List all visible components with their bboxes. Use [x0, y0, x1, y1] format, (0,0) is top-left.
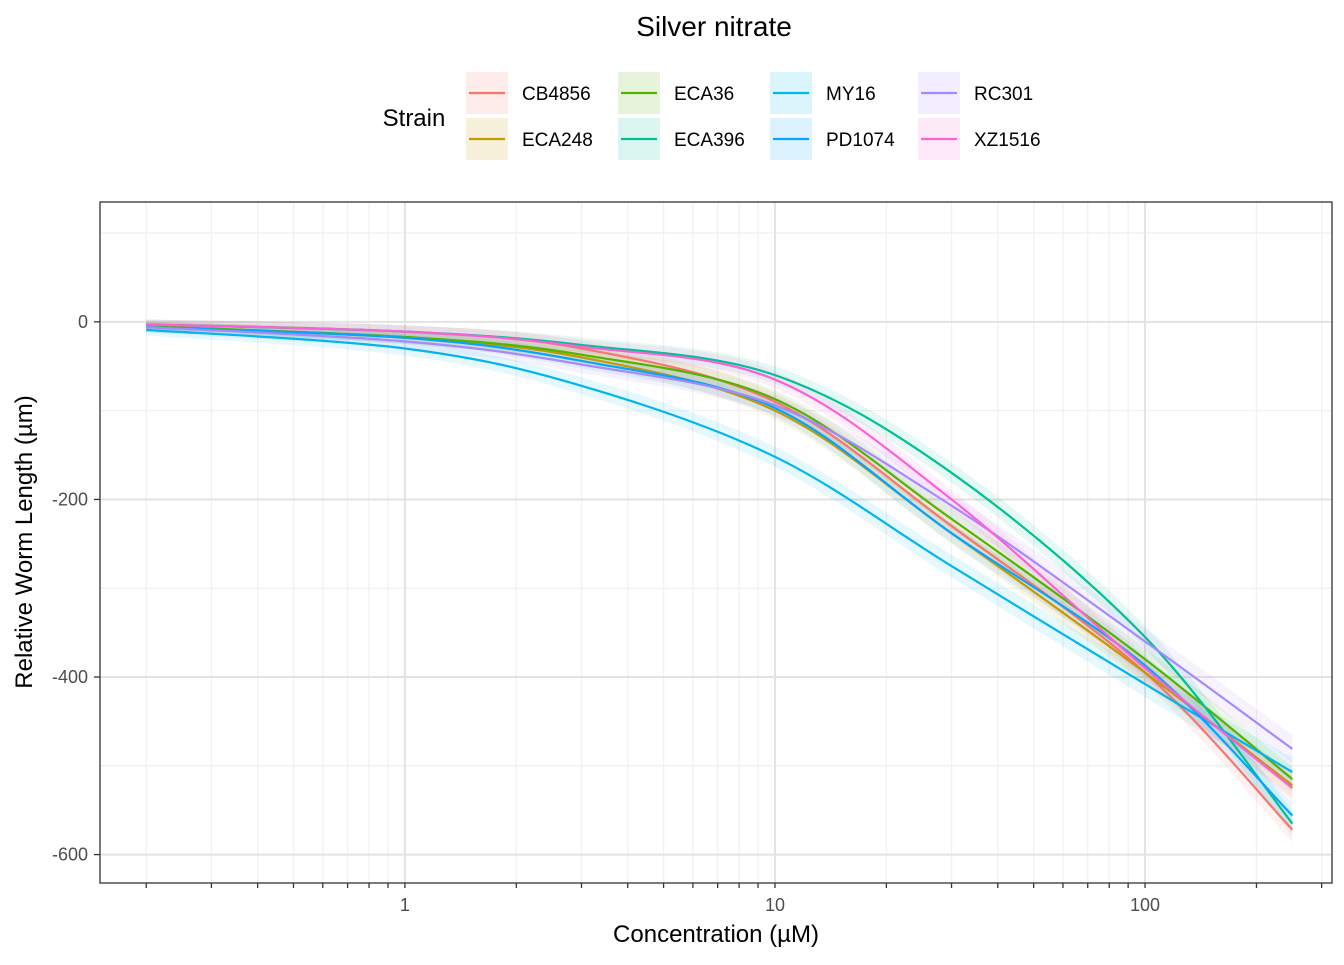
plot-border: [99, 201, 1333, 884]
legend-item-cb4856: CB4856: [466, 72, 591, 114]
legend-label: RC301: [974, 84, 1033, 105]
legend-item-eca248: ECA248: [466, 118, 593, 160]
major-gridlines: [100, 202, 1332, 883]
x-axis-title: Concentration (µM): [613, 921, 819, 948]
legend-item-my16: MY16: [770, 72, 876, 114]
legend-item-rc301: RC301: [918, 72, 1033, 114]
y-tick-label: -400: [52, 667, 88, 687]
legend-label: ECA248: [522, 130, 593, 151]
legend-title: Strain: [383, 105, 446, 132]
series-lines: [146, 323, 1294, 831]
series-line-xz1516: [146, 323, 1294, 789]
y-tick-label: -200: [52, 489, 88, 509]
series-line-rc301: [146, 326, 1293, 750]
plot-panel: [100, 202, 1332, 883]
y-tick-label: 0: [78, 312, 88, 332]
legend-label: CB4856: [522, 84, 591, 105]
legend-label: ECA396: [674, 130, 745, 151]
y-axis: 0 -200 -400 -600: [52, 312, 100, 865]
legend-item-pd1074: PD1074: [770, 118, 895, 160]
legend-item-eca396: ECA396: [618, 118, 745, 160]
chart-title: Silver nitrate: [636, 11, 792, 42]
minor-gridlines: [100, 202, 1332, 883]
x-tick-label: 10: [765, 895, 785, 915]
series-line-my16: [146, 328, 1293, 773]
legend-label: XZ1516: [974, 130, 1041, 151]
legend-item-xz1516: XZ1516: [918, 118, 1041, 160]
series-line-pd1074: [146, 326, 1294, 817]
y-tick-label: -600: [52, 845, 88, 865]
legend-items: CB4856 ECA248 ECA36 ECA396 MY16 PD1074 RC301 XZ…: [466, 72, 1041, 160]
legend: Strain CB4856 ECA248 ECA36 ECA396 MY16 PD1074…: [383, 72, 1041, 160]
legend-label: ECA36: [674, 84, 734, 105]
legend-item-eca36: ECA36: [618, 72, 734, 114]
x-axis: 1 10 100: [145, 883, 1323, 915]
x-tick-label: 100: [1130, 895, 1160, 915]
x-tick-label: 1: [400, 895, 410, 915]
legend-label: MY16: [826, 84, 876, 105]
legend-label: PD1074: [826, 130, 895, 151]
y-axis-title: Relative Worm Length (µm): [11, 395, 38, 688]
